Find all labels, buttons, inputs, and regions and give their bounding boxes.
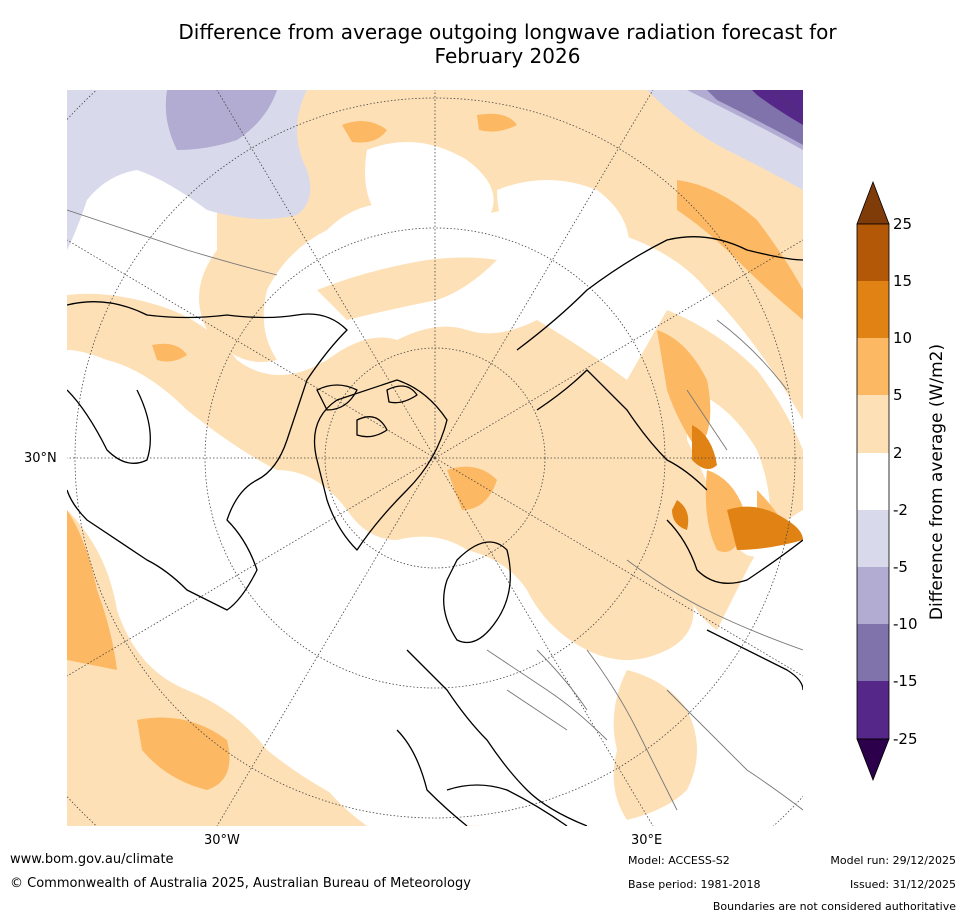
europe-coast	[396, 649, 588, 826]
longitude-label-30e: 30°E	[631, 833, 663, 848]
colorbar-bin-m10-m15	[857, 624, 889, 681]
colorbar-bin-m2-m5	[857, 510, 889, 567]
colorbar-bin-5-10	[857, 338, 889, 395]
colorbar-bin-neutral	[857, 453, 889, 510]
russia-coast	[516, 236, 803, 491]
colorbar-bin-m5-m10	[857, 567, 889, 624]
greenland-coast	[313, 379, 448, 551]
title-line-1: Difference from average outgoing longwav…	[178, 20, 837, 44]
canada-coast	[67, 301, 348, 611]
polar-stereographic-map	[67, 90, 803, 826]
alaska-coast	[67, 389, 151, 464]
arctic-islands	[316, 384, 418, 438]
coastlines	[67, 236, 803, 826]
model-run-text: Model run: 29/12/2025	[830, 854, 956, 867]
colorbar-tick-minus-25: -25	[893, 730, 918, 748]
map-title: Difference from average outgoing longwav…	[60, 20, 955, 68]
colorbar-tick-minus-2: -2	[893, 501, 908, 519]
neutral-regions	[137, 142, 771, 826]
latitude-label-30n: 30°N	[24, 451, 57, 466]
colorbar-tick-25: 25	[893, 215, 913, 233]
model-text: Model: ACCESS-S2	[628, 854, 730, 867]
scandinavia-coast	[443, 541, 511, 644]
colorbar-extend-top	[856, 180, 890, 225]
base-period-text: Base period: 1981-2018	[628, 878, 761, 891]
colorbar-bin-2-5	[857, 395, 889, 453]
colorbar-tick-5: 5	[893, 386, 903, 404]
longitude-label-30w: 30°W	[204, 833, 240, 848]
africa-coast	[446, 784, 568, 826]
disclaimer-text: Boundaries are not considered authoritat…	[712, 900, 956, 913]
colorbar-tick-minus-15: -15	[893, 672, 918, 690]
colorbar-tick-15: 15	[893, 272, 913, 290]
colorbar-extend-bottom	[856, 738, 890, 782]
colorbar-tick-minus-10: -10	[893, 615, 918, 633]
colorbar-tick-minus-5: -5	[893, 558, 908, 576]
issued-text: Issued: 31/12/2025	[849, 878, 956, 891]
graticule	[67, 90, 803, 826]
asia-coast	[666, 519, 803, 691]
colorbar	[856, 180, 890, 782]
website-link[interactable]: www.bom.gov.au/climate	[10, 852, 174, 867]
copyright-text: © Commonwealth of Australia 2025, Austra…	[10, 876, 471, 891]
country-borders	[67, 209, 803, 811]
title-line-2: February 2026	[434, 44, 581, 68]
anomaly-minus-15-to-minus-25-regions	[752, 90, 803, 125]
colorbar-label: Difference from average (W/m2)	[927, 343, 947, 621]
colorbar-bin-15-25	[857, 224, 889, 281]
colorbar-bin-m15-m25	[857, 681, 889, 739]
colorbar-bin-10-15	[857, 281, 889, 338]
colorbar-tick-2: 2	[893, 444, 903, 462]
colorbar-tick-10: 10	[893, 329, 913, 347]
